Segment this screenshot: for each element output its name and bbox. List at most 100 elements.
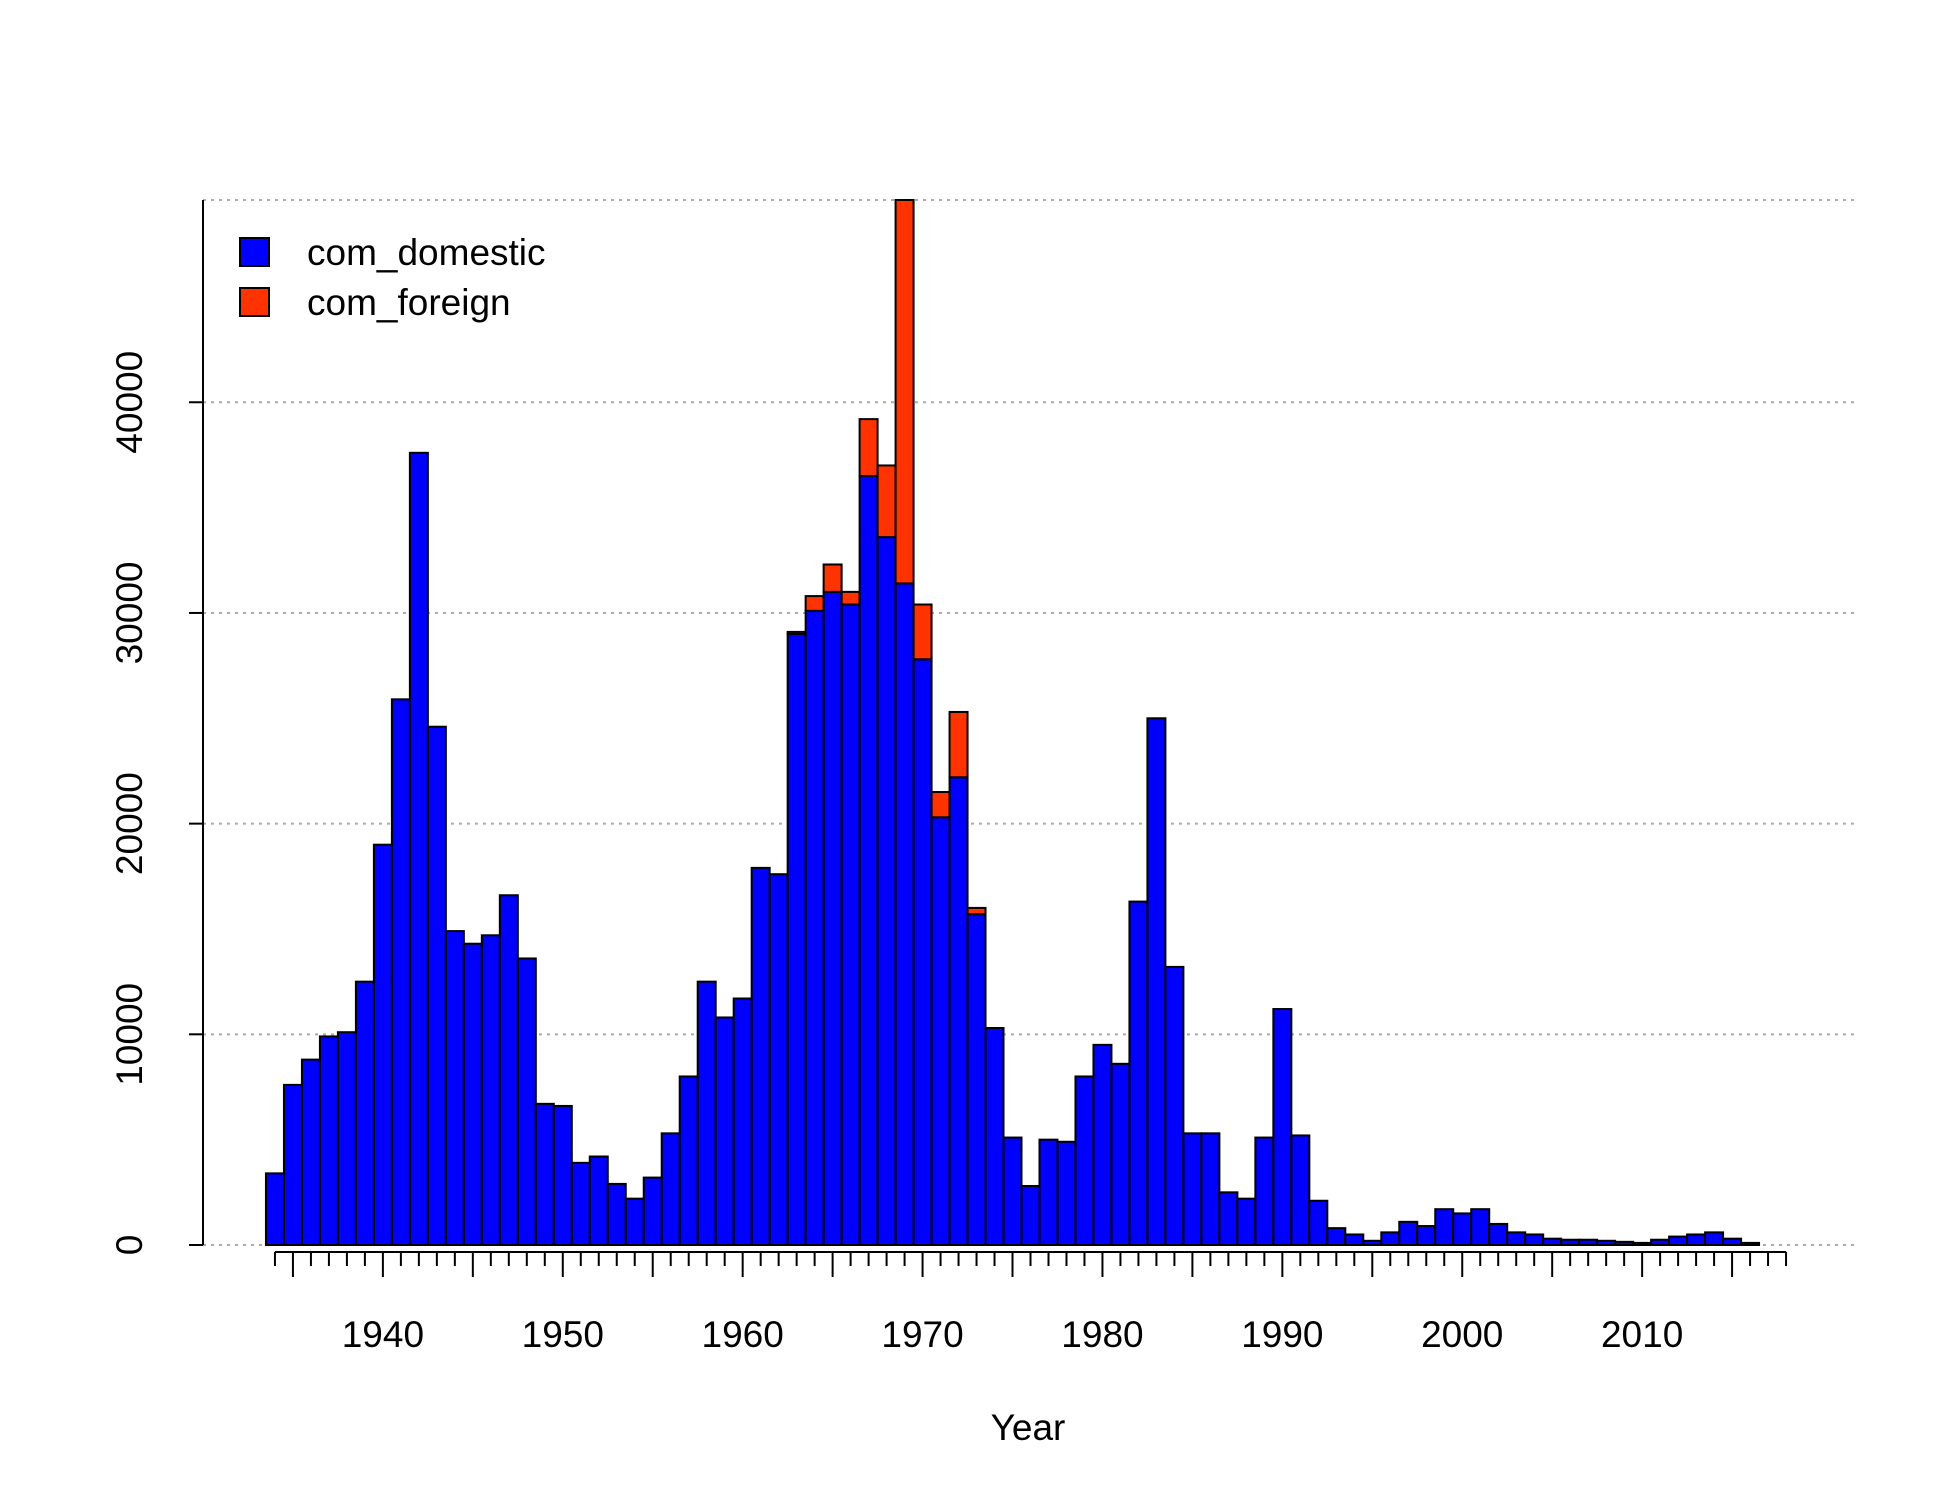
bar-foreign — [786, 630, 807, 636]
bar-foreign — [804, 595, 825, 612]
bar-domestic — [282, 1083, 303, 1246]
bar-domestic — [1686, 1233, 1707, 1246]
bar-domestic — [1722, 1237, 1743, 1247]
bar-domestic — [1470, 1208, 1491, 1247]
y-tick-label: 20000 — [109, 772, 150, 875]
bar-domestic — [768, 873, 789, 1246]
bar-domestic — [1596, 1239, 1617, 1246]
bars — [264, 199, 1761, 1247]
x-tick-label: 1940 — [342, 1314, 424, 1355]
x-tick-label: 2010 — [1601, 1314, 1683, 1355]
bar-domestic — [1740, 1241, 1761, 1247]
bar-domestic — [372, 843, 393, 1246]
bar-domestic — [840, 603, 861, 1246]
bar-domestic — [1218, 1191, 1239, 1246]
bar-foreign — [966, 906, 987, 916]
bar-domestic — [1326, 1227, 1347, 1246]
bar-domestic — [570, 1161, 591, 1246]
bar-foreign — [930, 791, 951, 819]
bar-foreign — [876, 464, 897, 539]
bar-domestic — [1614, 1240, 1635, 1247]
bar-domestic — [318, 1035, 339, 1247]
bar-domestic — [1416, 1225, 1437, 1247]
bar-domestic — [390, 698, 411, 1246]
bar-domestic — [786, 633, 807, 1246]
bar-domestic — [264, 1172, 285, 1247]
bar-foreign — [822, 563, 843, 593]
bar-domestic — [1128, 900, 1149, 1246]
legend-label: com_domestic — [307, 232, 546, 273]
bar-domestic — [1110, 1062, 1131, 1246]
bar-domestic — [984, 1026, 1005, 1246]
bar-domestic — [1164, 965, 1185, 1246]
x-tick-label: 1980 — [1061, 1314, 1143, 1355]
bar-foreign — [948, 710, 969, 779]
bar-domestic — [1146, 717, 1167, 1246]
bar-domestic — [642, 1176, 663, 1247]
bar-domestic — [1452, 1212, 1473, 1247]
bar-foreign — [858, 418, 879, 477]
bar-domestic — [1182, 1132, 1203, 1246]
bar-domestic — [1578, 1238, 1599, 1247]
bar-foreign — [894, 199, 915, 585]
bar-domestic — [1542, 1237, 1563, 1247]
bar-domestic — [1272, 1008, 1293, 1247]
bar-domestic — [1668, 1235, 1689, 1247]
bar-domestic — [1506, 1231, 1527, 1247]
bar-domestic — [624, 1197, 645, 1246]
bar-foreign — [840, 590, 861, 606]
bar-domestic — [480, 934, 501, 1247]
bar-domestic — [1290, 1134, 1311, 1247]
bar-domestic — [1524, 1233, 1545, 1246]
x-tick-label: 1960 — [702, 1314, 784, 1355]
bar-domestic — [696, 980, 717, 1246]
y-tick-label: 0 — [109, 1235, 150, 1256]
bar-domestic — [1020, 1185, 1041, 1246]
bar-domestic — [930, 816, 951, 1246]
bar-domestic — [1002, 1136, 1023, 1247]
bar-domestic — [408, 451, 429, 1246]
x-axis-title: Year — [991, 1407, 1066, 1448]
bar-domestic — [894, 582, 915, 1246]
bar-domestic — [714, 1016, 735, 1246]
y-tick-label: 10000 — [109, 983, 150, 1086]
bar-domestic — [948, 776, 969, 1246]
bar-domestic — [336, 1031, 357, 1246]
bar-domestic — [1236, 1197, 1257, 1246]
bar-domestic — [1362, 1239, 1383, 1246]
bar-domestic — [732, 997, 753, 1246]
bar-domestic — [444, 930, 465, 1246]
bar-domestic — [876, 536, 897, 1246]
y-tick-label: 30000 — [109, 561, 150, 664]
bar-domestic — [804, 609, 825, 1246]
bar-domestic — [1038, 1138, 1059, 1246]
bar-domestic — [606, 1182, 627, 1247]
legend: com_domestic com_foreign — [239, 232, 546, 323]
x-tick-label: 1970 — [881, 1314, 963, 1355]
y-tick-label: 40000 — [109, 351, 150, 454]
bar-domestic — [1434, 1208, 1455, 1247]
bar-domestic — [1056, 1140, 1077, 1247]
bar-domestic — [1254, 1136, 1275, 1247]
bar-domestic — [678, 1075, 699, 1247]
axes: 0 10000 20000 30000 40000 1940 1950 1960 1970 198… — [109, 200, 1788, 1355]
legend-swatch — [239, 237, 270, 267]
bar-domestic — [1488, 1222, 1509, 1246]
bar-domestic — [1200, 1132, 1221, 1246]
x-tick-label: 1950 — [522, 1314, 604, 1355]
bar-domestic — [1308, 1199, 1329, 1247]
bar-domestic — [1704, 1231, 1725, 1247]
bar-domestic — [1632, 1241, 1653, 1247]
bar-domestic — [1344, 1233, 1365, 1246]
bar-domestic — [498, 894, 519, 1246]
bar-domestic — [660, 1132, 681, 1246]
x-tick-label: 2000 — [1421, 1314, 1503, 1355]
bar-domestic — [588, 1155, 609, 1246]
legend-swatch — [239, 287, 270, 317]
bar-domestic — [552, 1104, 573, 1247]
bar-domestic — [858, 474, 879, 1246]
x-tick-label: 1990 — [1241, 1314, 1323, 1355]
bar-domestic — [354, 980, 375, 1246]
bar-domestic — [516, 957, 537, 1246]
